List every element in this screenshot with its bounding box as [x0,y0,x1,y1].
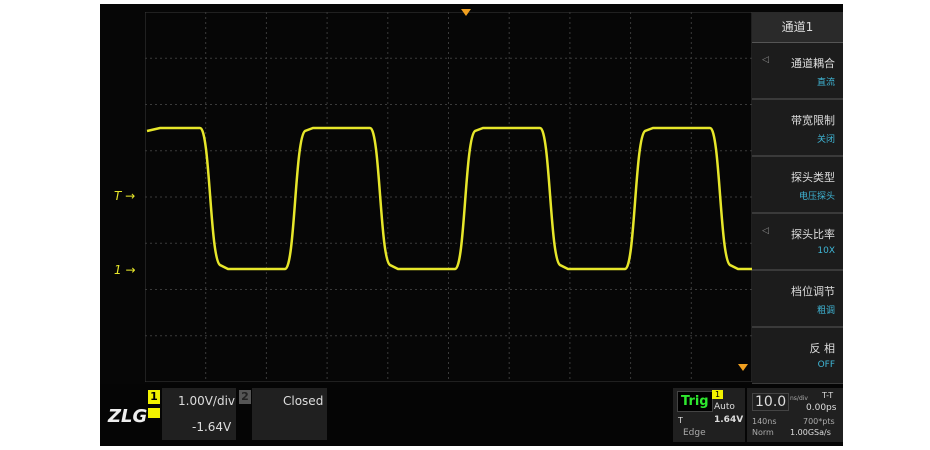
menu-item-value: 直流 [816,78,835,88]
trig-level-label: T [678,416,683,425]
menu-item-value: 10X [817,246,835,256]
oscilloscope-screen: T → 1 → 通道1 ◁ 通道耦合 直流 带宽限制 关闭 探头类型 电压探头 ◁ 探头比率 10… [100,4,843,446]
horizontal-offset-marker[interactable] [738,364,748,371]
ch2-settings[interactable] [252,388,327,440]
trigger-level-label: T [114,189,122,203]
channel1-label: 1 [114,263,122,277]
trigger-position-marker[interactable] [461,9,471,16]
trig-type: Edge [683,428,706,438]
menu-item[interactable]: ◁ 通道耦合直流 [752,43,843,100]
ch2-status: Closed [283,394,324,408]
trig-source: 1 [712,390,724,399]
menu-item[interactable]: 反 相 OFF [752,328,843,385]
menu-item[interactable]: 档位调节粗调 [752,271,843,328]
menu-item-label: 反 相 [809,342,836,355]
timebase-settings[interactable] [747,388,843,442]
ch1-settings[interactable] [162,388,236,440]
ch1-badge[interactable]: 1 [148,390,160,404]
zlg-logo: ZLG [108,406,148,427]
menu-item[interactable]: 探头类型电压探头 [752,157,843,214]
points: 700*pts [803,417,835,426]
delay-label: T-T [822,391,834,400]
channel1-marker[interactable]: 1 → [114,263,136,277]
depth-label: 140ns [752,417,777,426]
ch1-scale: 1.00V/div [178,394,236,408]
menu-item-value: 电压探头 [798,192,835,202]
menu-item-label: 探头比率 [791,228,835,241]
time-unit: ns/div [790,395,808,402]
menu-item-value: 关闭 [816,135,835,145]
status-bar: ZLG 1 1.00V/div -1.64V 2 Closed Trig 1 A… [100,384,843,446]
menu-item-label: 带宽限制 [791,114,835,127]
menu-title: 通道1 [752,12,843,43]
menu-item-value: 粗调 [816,306,835,316]
trigger-level-marker[interactable]: T → [114,189,136,203]
menu-item-label: 探头类型 [791,171,835,184]
delay-value: 0.00ps [806,403,837,413]
acq-mode: Norm [752,428,774,437]
trig-mode: Auto [714,402,735,412]
trig-label: Trig [677,391,713,412]
time-scale: 10.0 [752,393,790,411]
menu-item-value: OFF [817,360,835,370]
left-arrow-icon: ◁ [762,226,769,236]
channel1-menu: 通道1 ◁ 通道耦合直流带宽限制关闭探头类型电压探头 ◁ 探头比率 10X 档位调节粗调反… [752,12,843,385]
menu-item-label: 通道耦合 [791,57,835,70]
sample-rate: 1.00GSa/s [790,428,831,437]
left-arrow-icon: ◁ [762,55,769,65]
ch2-badge[interactable]: 2 [239,390,251,404]
channel1-trace [146,126,752,271]
menu-item-label: 档位调节 [791,285,835,298]
menu-item[interactable]: ◁ 探头比率 10X [752,214,843,271]
ch1-coupling-icon [148,408,160,418]
trig-level: 1.64V [714,415,744,425]
menu-item[interactable]: 带宽限制关闭 [752,100,843,157]
ch1-offset: -1.64V [192,420,232,434]
waveform-display [145,12,752,382]
